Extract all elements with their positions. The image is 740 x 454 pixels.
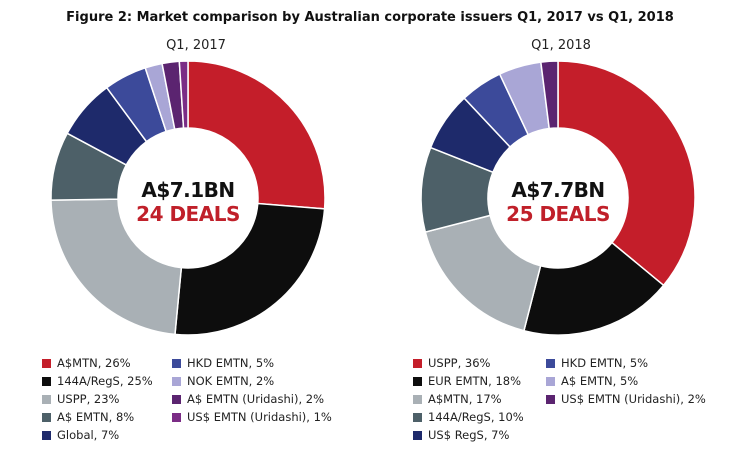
legend-swatch — [546, 358, 555, 368]
legend-item-1-7: US$ EMTN (Uridashi), 2% — [546, 392, 706, 406]
legend-label: A$ EMTN, 8% — [57, 410, 135, 424]
legend-label: EUR EMTN, 18% — [428, 374, 522, 388]
donut-slice-1-0 — [557, 60, 696, 287]
legend-item-0-1: 144A/RegS, 25% — [42, 374, 153, 388]
legend-swatch — [413, 376, 422, 386]
legend-label: US$ EMTN (Uridashi), 1% — [187, 410, 332, 424]
donut-chart-2018 — [420, 60, 696, 336]
donut-slice-1-2 — [424, 214, 542, 332]
legend-swatch — [413, 358, 422, 368]
chart-subtitle-2017: Q1, 2017 — [166, 38, 226, 53]
legend-swatch — [413, 430, 422, 440]
legend-swatch — [42, 358, 51, 368]
legend-swatch — [42, 376, 51, 386]
legend-label: A$ EMTN (Uridashi), 2% — [187, 392, 325, 406]
legend-swatch — [546, 376, 555, 386]
donut-chart-2017 — [50, 60, 326, 336]
legend-item-1-1: EUR EMTN, 18% — [413, 374, 521, 388]
legend-item-1-3: 144A/RegS, 10% — [413, 410, 524, 424]
legend-item-1-2: A$MTN, 17% — [413, 392, 502, 406]
legend-label: US$ EMTN (Uridashi), 2% — [561, 392, 706, 406]
legend-item-1-5: HKD EMTN, 5% — [546, 356, 648, 370]
legend-label: Global, 7% — [57, 428, 120, 442]
legend-label: A$MTN, 26% — [57, 356, 131, 370]
legend-item-0-5: HKD EMTN, 5% — [172, 356, 274, 370]
donut-slice-0-0 — [187, 60, 326, 210]
legend-item-0-4: Global, 7% — [42, 428, 119, 442]
donut-slice-0-2 — [50, 198, 183, 336]
legend-item-0-0: A$MTN, 26% — [42, 356, 131, 370]
center-amount-2017: A$7.1BN — [141, 178, 235, 202]
legend-item-0-6: NOK EMTN, 2% — [172, 374, 274, 388]
legend-item-0-7: A$ EMTN (Uridashi), 2% — [172, 392, 324, 406]
center-deals-2017: 24 DEALS — [136, 202, 240, 226]
chart-title: Figure 2: Market comparison by Australia… — [66, 10, 674, 25]
chart-subtitle-2018: Q1, 2018 — [531, 38, 591, 53]
legend-swatch — [42, 394, 51, 404]
legend-swatch — [413, 394, 422, 404]
legend-swatch — [172, 394, 181, 404]
legend-label: USPP, 36% — [428, 356, 491, 370]
legend-swatch — [172, 376, 181, 386]
legend-swatch — [413, 412, 422, 422]
legend-label: US$ RegS, 7% — [428, 428, 510, 442]
legend-label: A$MTN, 17% — [428, 392, 502, 406]
donut-slice-0-8 — [178, 60, 189, 129]
center-amount-2018: A$7.7BN — [511, 178, 605, 202]
legend-item-1-6: A$ EMTN, 5% — [546, 374, 638, 388]
legend-label: HKD EMTN, 5% — [561, 356, 649, 370]
donut-slice-0-1 — [174, 202, 326, 336]
legend-swatch — [42, 412, 51, 422]
legend-label: 144A/RegS, 10% — [428, 410, 524, 424]
legend-label: A$ EMTN, 5% — [561, 374, 639, 388]
legend-swatch — [546, 394, 555, 404]
center-deals-2018: 25 DEALS — [506, 202, 610, 226]
legend-item-0-2: USPP, 23% — [42, 392, 119, 406]
legend-label: 144A/RegS, 25% — [57, 374, 153, 388]
donut-slice-1-7 — [539, 60, 559, 130]
legend-label: USPP, 23% — [57, 392, 120, 406]
legend-item-0-3: A$ EMTN, 8% — [42, 410, 134, 424]
legend-item-1-0: USPP, 36% — [413, 356, 490, 370]
legend-label: HKD EMTN, 5% — [187, 356, 275, 370]
legend-swatch — [172, 358, 181, 368]
legend-item-1-4: US$ RegS, 7% — [413, 428, 509, 442]
legend-swatch — [42, 430, 51, 440]
legend-item-0-8: US$ EMTN (Uridashi), 1% — [172, 410, 332, 424]
legend-swatch — [172, 412, 181, 422]
legend-label: NOK EMTN, 2% — [187, 374, 275, 388]
